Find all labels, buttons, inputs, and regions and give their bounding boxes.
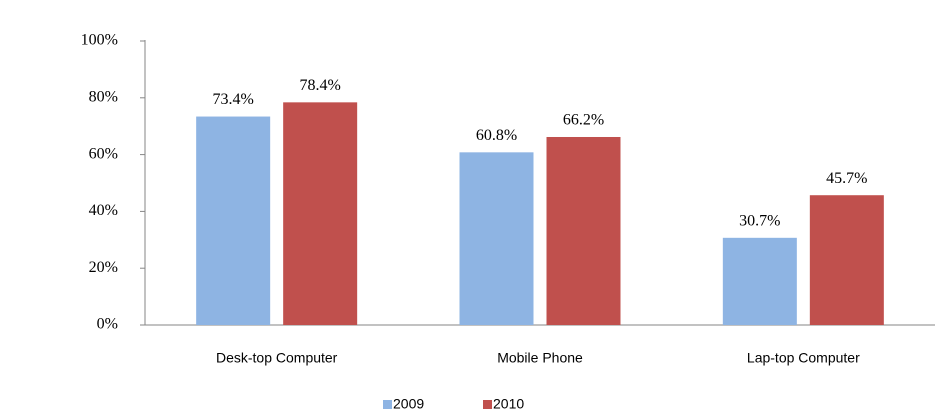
bar xyxy=(283,102,358,326)
y-tick-label: 40% xyxy=(89,202,118,219)
value-label: 78.4% xyxy=(300,77,341,94)
legend-label: 2010 xyxy=(493,396,524,412)
value-label: 73.4% xyxy=(213,91,254,108)
x-tick-label: Desk-top Computer xyxy=(216,350,338,366)
x-tick-label: Lap-top Computer xyxy=(747,350,860,366)
legend-label: 2009 xyxy=(393,396,424,412)
y-tick-label: 80% xyxy=(89,88,118,105)
legend-swatch xyxy=(483,400,492,409)
value-label: 30.7% xyxy=(739,212,780,229)
bar xyxy=(722,237,797,325)
y-tick-label: 60% xyxy=(89,145,118,162)
legend-swatch xyxy=(383,400,392,409)
y-tick-label: 100% xyxy=(81,32,118,49)
bar xyxy=(546,136,621,325)
x-tick-label: Mobile Phone xyxy=(497,350,583,366)
bar xyxy=(809,195,884,325)
y-tick-label: 0% xyxy=(97,316,118,333)
y-tick-label: 20% xyxy=(89,259,118,276)
value-label: 66.2% xyxy=(563,112,604,129)
value-label: 45.7% xyxy=(826,170,867,187)
bar xyxy=(459,152,534,325)
value-label: 60.8% xyxy=(476,127,517,144)
bar xyxy=(196,116,271,325)
